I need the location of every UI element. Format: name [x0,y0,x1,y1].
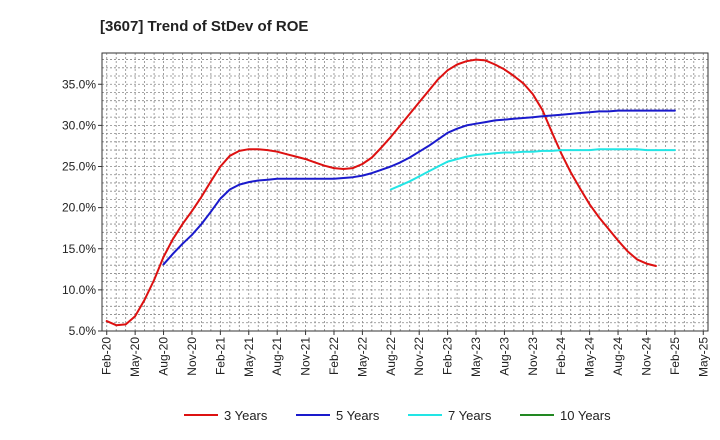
legend-label-7-years: 7 Years [448,408,492,423]
x-tick-label: Feb-21 [213,337,227,375]
series-line-5-years [162,109,676,266]
series-line-3-years [105,58,657,327]
legend-label-10-years: 10 Years [560,408,611,423]
series-line-7-years [389,148,676,191]
x-tick-label: Nov-24 [639,337,653,376]
grid-layer [102,53,708,332]
y-tick-label: 10.0% [62,283,96,297]
y-tick-label: 30.0% [62,118,96,132]
plot-area [102,53,708,331]
x-tick-label: May-23 [469,337,483,377]
x-tick-label: May-22 [355,337,369,377]
x-tick-label: Aug-20 [157,337,171,376]
y-tick-label: 15.0% [62,242,96,256]
legend-label-5-years: 5 Years [336,408,380,423]
x-tick-label: May-25 [696,337,710,377]
x-tick-label: Nov-20 [185,337,199,376]
y-tick-label: 5.0% [69,324,97,338]
x-tick-label: Feb-20 [100,337,114,375]
series-layer [105,58,676,327]
x-tick-label: Aug-23 [497,337,511,376]
x-axis: Feb-20 May-20 Aug-20 Nov-20 Feb-21 May-21 Aug-… [100,331,710,377]
x-tick-label: May-20 [128,337,142,377]
plot-border [101,52,709,332]
x-tick-label: Aug-24 [611,337,625,376]
y-tick-label: 35.0% [62,77,96,91]
x-tick-label: May-24 [583,337,597,377]
x-tick-label: Feb-23 [441,337,455,375]
y-axis: 5.0% 10.0% 15.0% 20.0% 25.0% 30.0% 35.0% [62,77,102,338]
x-tick-label: Nov-22 [412,337,426,376]
x-tick-label: Aug-21 [270,337,284,376]
x-tick-label: Nov-21 [299,337,313,376]
legend: 3 Years 5 Years 7 Years 10 Years [184,408,611,423]
y-tick-label: 25.0% [62,160,96,174]
x-tick-label: Aug-22 [384,337,398,376]
x-tick-label: Feb-25 [668,337,682,375]
x-tick-label: Feb-22 [327,337,341,375]
x-tick-label: Nov-23 [526,337,540,376]
y-tick-label: 20.0% [62,201,96,215]
legend-label-3-years: 3 Years [224,408,268,423]
chart-title: [3607] Trend of StDev of ROE [100,18,308,35]
x-tick-label: Feb-24 [554,337,568,375]
x-tick-label: May-21 [242,337,256,377]
